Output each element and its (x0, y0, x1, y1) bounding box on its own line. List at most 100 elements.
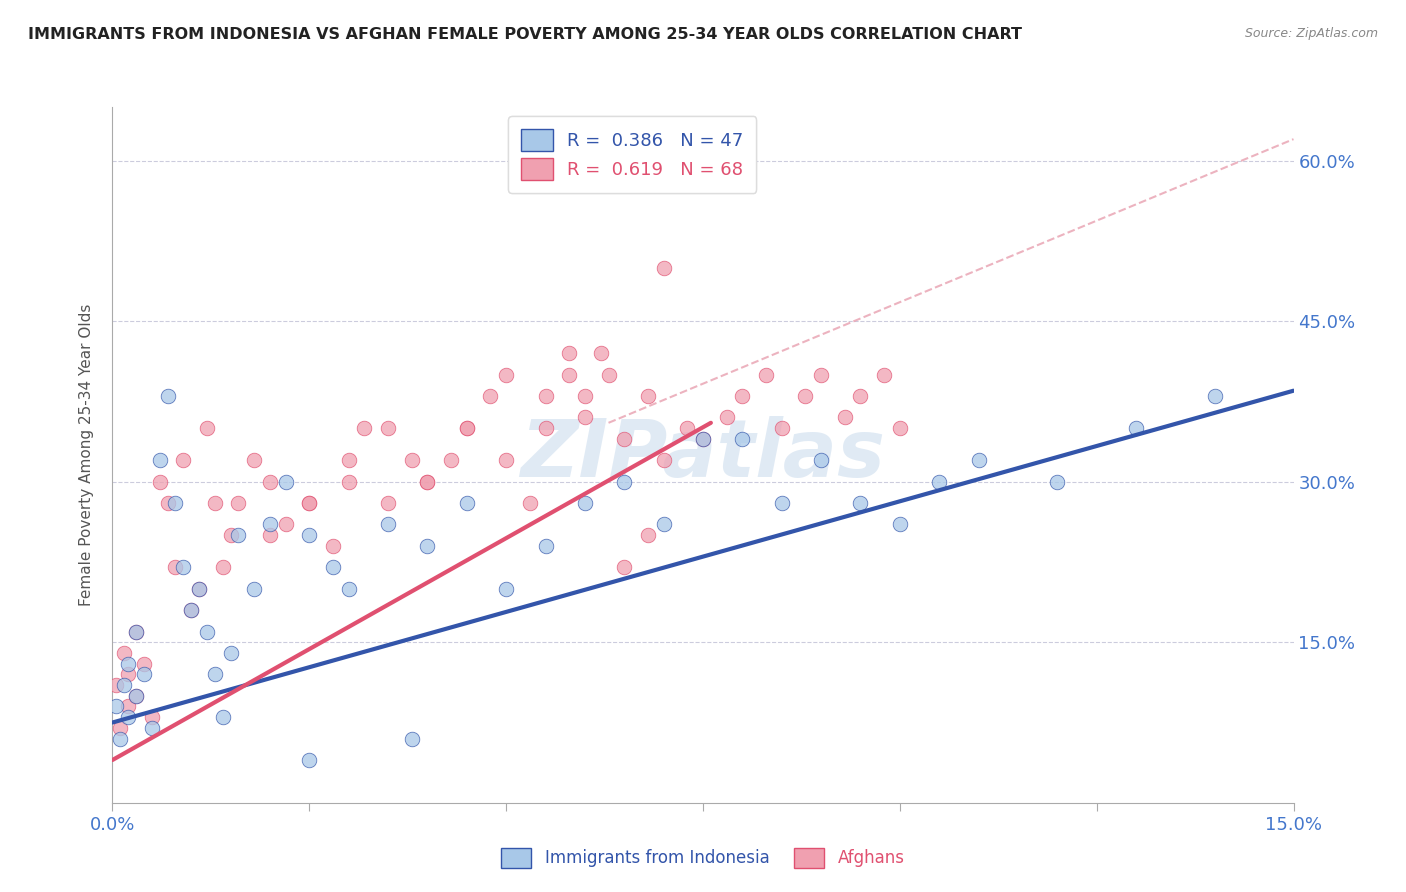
Point (112, 646, 135, 660)
Point (716, 410, 738, 425)
Point (141, 721, 163, 735)
Point (195, 421, 218, 435)
Point (574, 410, 596, 425)
Legend: R =  0.386   N = 47, R =  0.619   N = 68: R = 0.386 N = 47, R = 0.619 N = 68 (508, 116, 756, 193)
Point (337, 475, 360, 489)
Point (156, 496, 179, 510)
Point (243, 582, 266, 596)
Point (416, 475, 439, 489)
Point (188, 582, 211, 596)
Point (156, 389, 179, 403)
Point (377, 421, 399, 435)
Point (149, 475, 172, 489)
Point (172, 453, 194, 467)
Point (117, 699, 139, 714)
Point (180, 603, 202, 617)
Point (731, 389, 754, 403)
Point (105, 678, 128, 692)
Point (149, 453, 172, 467)
Point (298, 753, 321, 767)
Point (652, 453, 675, 467)
Point (889, 421, 911, 435)
Point (298, 496, 321, 510)
Point (259, 475, 281, 489)
Point (228, 528, 250, 542)
Point (810, 368, 832, 382)
Point (416, 475, 439, 489)
Point (692, 432, 714, 446)
Point (117, 710, 139, 724)
Point (274, 517, 297, 532)
Point (211, 710, 233, 724)
Point (676, 421, 699, 435)
Point (243, 453, 266, 467)
Point (637, 389, 659, 403)
Point (1046, 475, 1069, 489)
Point (112, 678, 135, 692)
Point (613, 560, 636, 574)
Point (849, 389, 872, 403)
Point (132, 667, 155, 681)
Point (322, 539, 344, 553)
Point (637, 528, 659, 542)
Text: IMMIGRANTS FROM INDONESIA VS AFGHAN FEMALE POVERTY AMONG 25-34 YEAR OLDS CORRELA: IMMIGRANTS FROM INDONESIA VS AFGHAN FEMA… (28, 27, 1022, 42)
Point (849, 496, 872, 510)
Text: Source: ZipAtlas.com: Source: ZipAtlas.com (1244, 27, 1378, 40)
Point (132, 657, 155, 671)
Point (456, 496, 478, 510)
Point (1125, 421, 1147, 435)
Point (558, 346, 581, 360)
Point (834, 410, 856, 425)
Point (613, 432, 636, 446)
Point (228, 496, 250, 510)
Point (794, 389, 817, 403)
Point (401, 731, 423, 746)
Point (401, 453, 423, 467)
Point (180, 603, 202, 617)
Point (534, 389, 557, 403)
Legend: Immigrants from Indonesia, Afghans: Immigrants from Indonesia, Afghans (495, 841, 911, 875)
Point (219, 646, 242, 660)
Point (495, 582, 517, 596)
Point (456, 421, 478, 435)
Point (574, 496, 596, 510)
Point (589, 346, 612, 360)
Point (259, 517, 281, 532)
Point (188, 582, 211, 596)
Point (165, 560, 187, 574)
Point (967, 453, 990, 467)
Point (534, 539, 557, 553)
Point (219, 528, 242, 542)
Point (889, 517, 911, 532)
Point (1204, 389, 1226, 403)
Point (755, 368, 778, 382)
Point (456, 421, 478, 435)
Point (298, 528, 321, 542)
Point (204, 496, 226, 510)
Point (652, 260, 675, 275)
Point (770, 421, 793, 435)
Point (125, 624, 148, 639)
Point (495, 453, 517, 467)
Point (613, 475, 636, 489)
Point (195, 624, 218, 639)
Point (495, 368, 517, 382)
Point (440, 453, 463, 467)
Y-axis label: Female Poverty Among 25-34 Year Olds: Female Poverty Among 25-34 Year Olds (79, 304, 94, 606)
Point (770, 496, 793, 510)
Point (692, 432, 714, 446)
Point (172, 560, 194, 574)
Point (598, 368, 620, 382)
Point (731, 432, 754, 446)
Point (274, 475, 297, 489)
Point (117, 657, 139, 671)
Point (117, 667, 139, 681)
Point (534, 421, 557, 435)
Point (928, 475, 950, 489)
Point (125, 689, 148, 703)
Point (125, 689, 148, 703)
Point (377, 517, 399, 532)
Point (211, 560, 233, 574)
Point (125, 624, 148, 639)
Point (873, 368, 896, 382)
